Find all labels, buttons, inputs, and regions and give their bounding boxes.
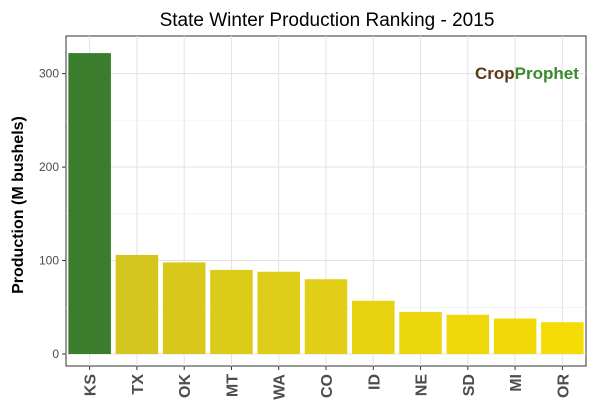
y-tick-label: 300 <box>39 67 59 81</box>
x-tick-label-id: ID <box>366 374 383 390</box>
bars-group <box>68 53 584 354</box>
x-tick-label-mt: MT <box>224 374 241 397</box>
y-axis-ticks: 0 100 200 300 <box>39 67 66 361</box>
gridlines <box>66 36 586 366</box>
logo-prophet-text: Prophet <box>515 64 580 83</box>
y-axis-label: Production (M bushels) <box>10 116 27 294</box>
bar-ne <box>399 311 442 354</box>
bar-co <box>304 279 348 354</box>
bar-sd <box>446 314 490 354</box>
bar-id <box>352 300 395 354</box>
x-tick-label-co: CO <box>319 374 336 398</box>
bar-wa <box>257 271 300 354</box>
x-tick-label-sd: SD <box>461 374 478 396</box>
x-tick-label-mi: MI <box>508 374 525 392</box>
x-tick-label-or: OR <box>555 374 572 398</box>
x-axis-ticks: KS TX OK MT WA CO ID NE SD MI OR <box>83 366 572 400</box>
logo-crop-text: Crop <box>475 64 515 83</box>
bar-or <box>541 322 584 354</box>
x-tick-label-ok: OK <box>177 374 194 398</box>
y-tick-label: 200 <box>39 160 59 174</box>
bar-ok <box>162 262 206 354</box>
chart-title: State Winter Production Ranking - 2015 <box>160 10 495 31</box>
bar-mi <box>493 318 537 354</box>
x-tick-label-ks: KS <box>83 374 100 397</box>
y-tick-label: 100 <box>39 254 59 268</box>
x-tick-label-ne: NE <box>414 374 431 397</box>
bar-ks <box>68 53 111 354</box>
x-tick-label-tx: TX <box>130 374 147 395</box>
cropprophet-logo: CropProphet <box>475 64 579 83</box>
bar-mt <box>210 269 253 354</box>
x-tick-label-wa: WA <box>272 374 289 400</box>
bar-tx <box>115 254 159 354</box>
y-tick-label: 0 <box>52 347 59 361</box>
